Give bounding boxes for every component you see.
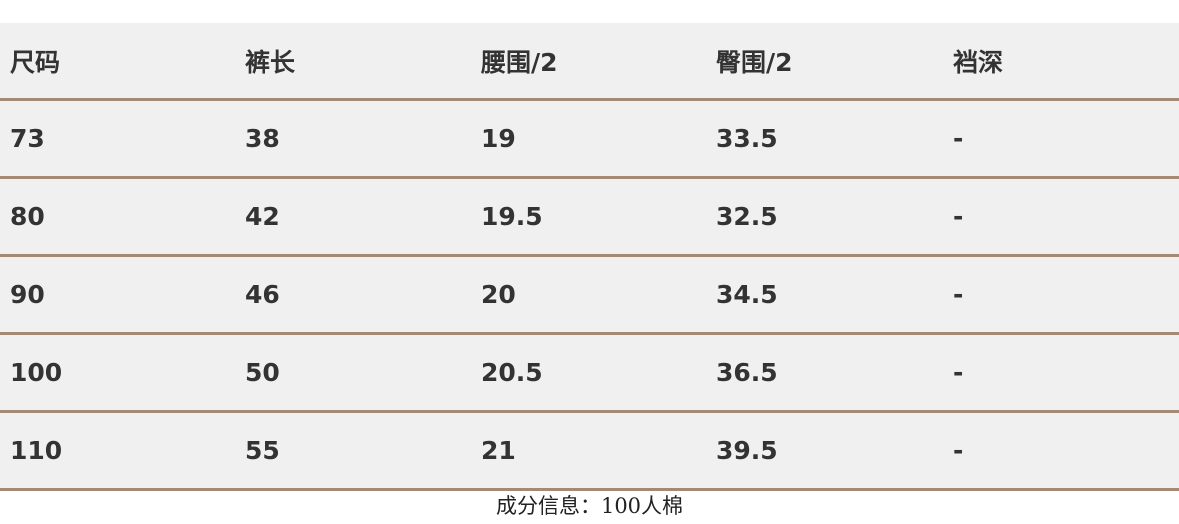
header-cell: 裤长 xyxy=(245,47,296,77)
table-cell: 46 xyxy=(245,280,280,309)
table-row: 110 55 21 39.5 - xyxy=(0,413,1179,491)
table-cell: 50 xyxy=(245,358,280,387)
table-cell: 80 xyxy=(10,202,45,231)
table-cell: 73 xyxy=(10,124,45,153)
table-cell: 19.5 xyxy=(481,202,543,231)
table-cell: 39.5 xyxy=(716,436,778,465)
table-row: 73 38 19 33.5 - xyxy=(0,101,1179,179)
table-row: 90 46 20 34.5 - xyxy=(0,257,1179,335)
table-cell: 34.5 xyxy=(716,280,778,309)
table-cell: 20 xyxy=(481,280,516,309)
table-cell: 42 xyxy=(245,202,280,231)
header-cell: 裆深 xyxy=(953,47,1004,77)
composition-info: 成分信息：100人棉 xyxy=(495,494,684,518)
header-cell: 尺码 xyxy=(10,47,61,77)
header-cell: 腰围/2 xyxy=(481,47,558,77)
table-cell: - xyxy=(953,280,964,309)
table-cell: 55 xyxy=(245,436,280,465)
table-cell: 19 xyxy=(481,124,516,153)
table-cell: 90 xyxy=(10,280,45,309)
table-row: 100 50 20.5 36.5 - xyxy=(0,335,1179,413)
header-cell: 臀围/2 xyxy=(716,47,793,77)
size-chart-table: 尺码 裤长 腰围/2 臀围/2 裆深 73 38 19 33.5 - 80 42 19.5 32… xyxy=(0,23,1179,491)
table-cell: 20.5 xyxy=(481,358,543,387)
table-cell: 36.5 xyxy=(716,358,778,387)
table-cell: - xyxy=(953,124,964,153)
table-header-row: 尺码 裤长 腰围/2 臀围/2 裆深 xyxy=(0,23,1179,101)
table-cell: 110 xyxy=(10,436,63,465)
table-cell: - xyxy=(953,358,964,387)
table-cell: 100 xyxy=(10,358,63,387)
table-cell: 38 xyxy=(245,124,280,153)
table-cell: 32.5 xyxy=(716,202,778,231)
table-row: 80 42 19.5 32.5 - xyxy=(0,179,1179,257)
table-cell: - xyxy=(953,436,964,465)
table-cell: 21 xyxy=(481,436,516,465)
table-cell: - xyxy=(953,202,964,231)
table-cell: 33.5 xyxy=(716,124,778,153)
